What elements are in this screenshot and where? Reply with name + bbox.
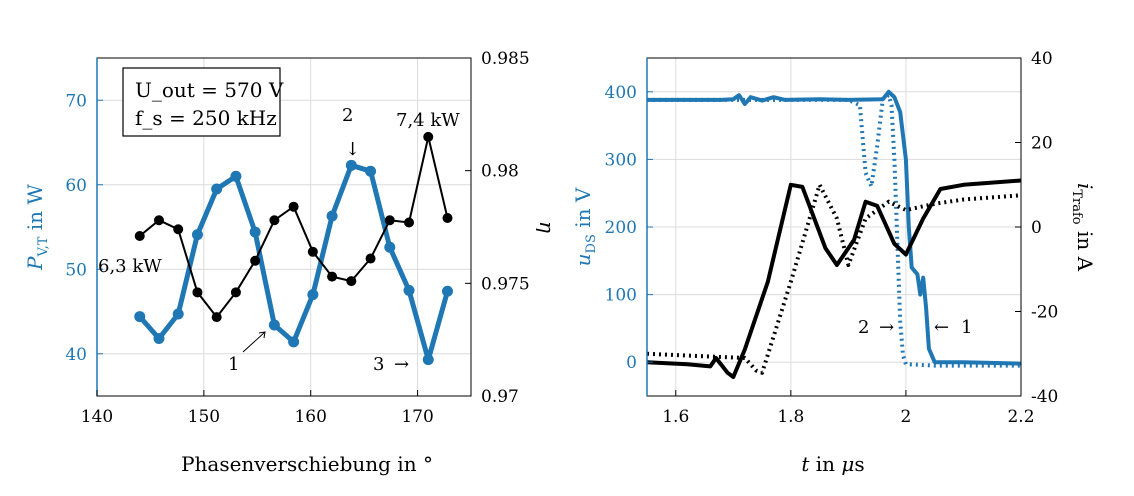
annotation-b-2: 2 xyxy=(858,317,869,338)
series-point-0 xyxy=(172,308,184,320)
y-right-tick-label: 40 xyxy=(1031,49,1053,69)
series-point-1 xyxy=(404,217,415,228)
annotation-2: 2 xyxy=(342,105,353,126)
arrow-down-2: ↓ xyxy=(345,139,360,160)
y-right-tick-label: 0.975 xyxy=(481,274,530,294)
x-axis-label-left: Phasenverschiebung in ° xyxy=(181,452,433,476)
y-axis-label-right-left: uDS in V xyxy=(571,187,599,266)
series-point-1 xyxy=(442,212,453,223)
series-line-2 xyxy=(647,178,1021,379)
arrow-right-b2: → xyxy=(879,317,894,338)
series-line-3 xyxy=(647,182,1021,375)
annotation-1: 1 xyxy=(228,354,239,375)
chart-left: 140 150 160 170 40 50 60 70 0.97 0.975 0.98 0.985 U… xyxy=(23,49,559,476)
series-point-0 xyxy=(268,319,280,331)
series-right xyxy=(647,89,1021,379)
series-point-0 xyxy=(211,183,223,195)
y-axis-label-right: η xyxy=(535,221,559,233)
y-right-tick-label: 0 xyxy=(1031,218,1042,238)
y-right-tick-label: -40 xyxy=(1031,387,1058,407)
series-point-1 xyxy=(134,231,145,242)
y-left-tick-label: 50 xyxy=(65,260,87,280)
series-point-1 xyxy=(365,253,376,264)
x-tick-label: 170 xyxy=(401,407,433,427)
y-right-tick-label: -20 xyxy=(1031,303,1058,323)
series-group xyxy=(134,131,453,366)
y-left-tick-label: 400 xyxy=(605,83,637,103)
series-point-1 xyxy=(327,271,338,282)
arrow-right-3: → xyxy=(394,354,409,375)
series-point-1 xyxy=(153,215,164,226)
series-line-0 xyxy=(647,89,1021,366)
arrow-left-b1: ← xyxy=(934,317,949,338)
y-left-tick-label: 300 xyxy=(605,150,637,170)
annotation-6-3kw: 6,3 kW xyxy=(98,256,162,277)
ticks-right: 1.6 1.8 2 2.2 0 100 200 300 400 -40 -20 0 20 40 xyxy=(605,49,1059,427)
chart-right: 1.6 1.8 2 2.2 0 100 200 300 400 -40 -20 0 20 40 2 → ←… xyxy=(571,49,1097,476)
series-point-0 xyxy=(384,241,396,253)
series-point-0 xyxy=(249,226,261,238)
arrow-1-head xyxy=(258,331,266,339)
series-point-0 xyxy=(345,159,357,171)
series-point-1 xyxy=(269,215,280,226)
series-group xyxy=(647,89,1021,379)
y-left-tick-label: 200 xyxy=(605,218,637,238)
x-tick-label: 1.8 xyxy=(777,407,804,427)
y-left-tick-label: 70 xyxy=(65,91,87,111)
series-point-0 xyxy=(153,333,165,345)
series-point-0 xyxy=(191,229,203,241)
series-point-0 xyxy=(422,354,434,366)
annotation-b-1: 1 xyxy=(961,317,972,338)
y-axis-label-right-right: iTrafo in A xyxy=(1069,183,1097,272)
annotation-7-4kw: 7,4 kW xyxy=(396,110,460,131)
ticks-left: 140 150 160 170 40 50 60 70 0.97 0.975 0.98 0.985 xyxy=(65,49,529,427)
series-left xyxy=(134,131,453,366)
x-tick-label: 140 xyxy=(81,407,113,427)
annotation-3: 3 xyxy=(373,354,384,375)
y-right-tick-label: 20 xyxy=(1031,134,1053,154)
info-line-1: U_out = 570 V xyxy=(135,78,284,102)
arrow-1 xyxy=(242,331,266,353)
series-point-1 xyxy=(307,246,318,257)
series-point-1 xyxy=(384,215,395,226)
x-tick-label: 160 xyxy=(294,407,326,427)
series-point-0 xyxy=(441,285,453,297)
x-tick-label: 2.2 xyxy=(1007,407,1034,427)
y-left-tick-label: 60 xyxy=(65,176,87,196)
series-point-1 xyxy=(230,287,241,298)
x-tick-label: 1.6 xyxy=(662,407,689,427)
series-line-1 xyxy=(647,93,1021,368)
series-point-0 xyxy=(307,289,319,301)
y-right-tick-label: 0.98 xyxy=(481,162,519,182)
x-tick-label: 150 xyxy=(188,407,220,427)
y-right-tick-label: 0.985 xyxy=(481,49,530,69)
series-point-0 xyxy=(288,336,300,348)
series-point-1 xyxy=(211,312,222,323)
y-right-tick-label: 0.97 xyxy=(481,387,519,407)
x-tick-label: 2 xyxy=(901,407,912,427)
series-point-0 xyxy=(134,311,146,323)
y-axis-label-left: PV,T in W xyxy=(23,184,51,271)
series-point-1 xyxy=(250,255,261,266)
x-axis-label-right: t in μs xyxy=(801,452,864,476)
series-point-1 xyxy=(192,287,203,298)
series-point-1 xyxy=(288,201,299,212)
series-point-0 xyxy=(403,284,415,296)
series-point-0 xyxy=(365,165,377,177)
series-point-1 xyxy=(173,224,184,235)
series-point-0 xyxy=(230,170,242,182)
info-box xyxy=(122,67,281,137)
series-point-0 xyxy=(326,210,338,222)
series-point-1 xyxy=(346,276,357,287)
y-left-tick-label: 0 xyxy=(626,353,637,373)
series-point-1 xyxy=(423,131,434,142)
y-left-tick-label: 100 xyxy=(605,286,637,306)
y-left-tick-label: 40 xyxy=(65,345,87,365)
info-line-2: f_s = 250 kHz xyxy=(135,106,277,130)
